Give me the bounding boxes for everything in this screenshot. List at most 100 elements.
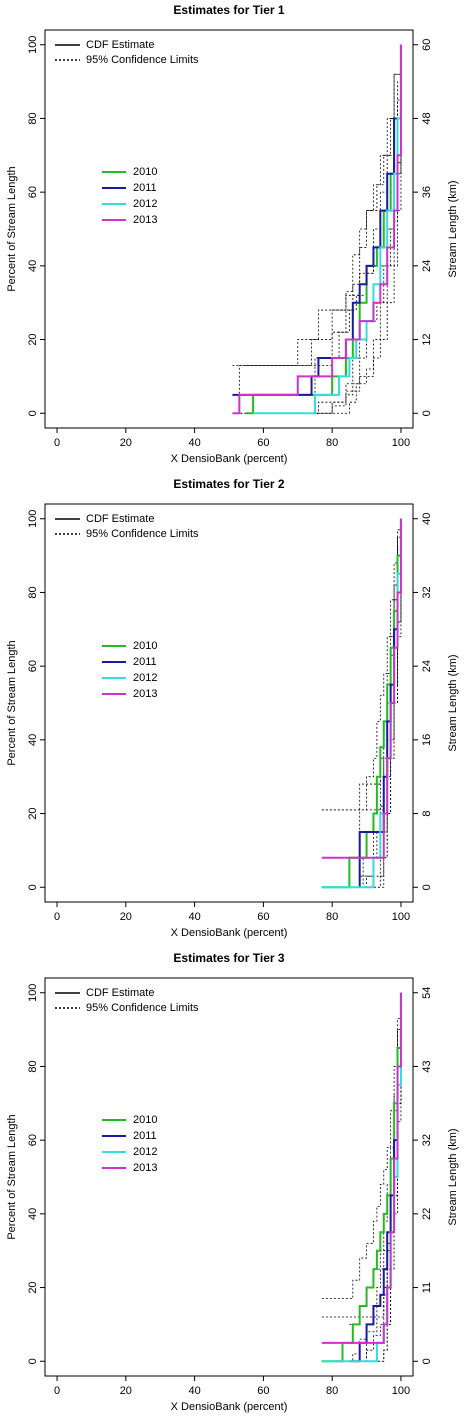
y-tick-label: 20 bbox=[27, 1281, 39, 1293]
legend-label: CDF Estimate bbox=[86, 39, 154, 51]
y2-tick-label: 48 bbox=[421, 112, 433, 124]
legend-label: 2010 bbox=[133, 640, 157, 652]
y2-axis-label: Stream Length (km) bbox=[447, 654, 459, 751]
y-tick-label: 60 bbox=[27, 1134, 39, 1146]
x-tick-label: 60 bbox=[257, 1385, 269, 1397]
y-tick-label: 40 bbox=[27, 734, 39, 746]
y-tick-label: 40 bbox=[27, 260, 39, 272]
y2-tick-label: 24 bbox=[421, 260, 433, 272]
y-tick-label: 0 bbox=[27, 1358, 39, 1364]
plot-frame bbox=[44, 977, 414, 1377]
y-axis-label: Percent of Stream Length bbox=[6, 640, 18, 765]
chart-title: Estimates for Tier 3 bbox=[173, 951, 284, 965]
y-tick-label: 0 bbox=[27, 884, 39, 890]
x-tick-label: 40 bbox=[188, 1385, 200, 1397]
x-tick-label: 20 bbox=[120, 437, 132, 449]
y-axis-label: Percent of Stream Length bbox=[6, 1114, 18, 1239]
y2-tick-label: 43 bbox=[421, 1060, 433, 1072]
legend-label: 2012 bbox=[133, 672, 157, 684]
cdf-line bbox=[349, 992, 402, 1363]
legend-label: 95% Confidence Limits bbox=[86, 528, 199, 540]
cdf-line bbox=[321, 518, 402, 889]
confidence-limit bbox=[321, 518, 402, 811]
x-axis-label: X DensioBank (percent) bbox=[171, 1401, 288, 1413]
cdf-line bbox=[321, 518, 402, 859]
legend-label: 2010 bbox=[133, 1114, 157, 1126]
confidence-limit bbox=[246, 44, 402, 414]
legend-label: 95% Confidence Limits bbox=[86, 54, 199, 66]
legend-label: 2010 bbox=[133, 166, 157, 178]
y-axis-label: Percent of Stream Length bbox=[6, 166, 18, 291]
y-tick-label: 60 bbox=[27, 660, 39, 672]
plot-frame bbox=[44, 503, 414, 903]
legend-label: 2012 bbox=[133, 198, 157, 210]
y-tick-label: 20 bbox=[27, 333, 39, 345]
legend-label: CDF Estimate bbox=[86, 513, 154, 525]
y2-tick-label: 32 bbox=[421, 1134, 433, 1146]
chart-title: Estimates for Tier 2 bbox=[173, 477, 284, 491]
y-tick-label: 20 bbox=[27, 807, 39, 819]
y-tick-label: 60 bbox=[27, 186, 39, 198]
y2-tick-label: 24 bbox=[421, 660, 433, 672]
y2-tick-label: 0 bbox=[421, 884, 433, 890]
y2-tick-label: 0 bbox=[421, 410, 433, 416]
chart-title: Estimates for Tier 1 bbox=[173, 3, 284, 17]
legend-label: 2013 bbox=[133, 214, 157, 226]
y-tick-label: 40 bbox=[27, 1208, 39, 1220]
confidence-limit bbox=[321, 518, 402, 811]
y-tick-label: 100 bbox=[27, 510, 39, 528]
x-tick-label: 80 bbox=[326, 437, 338, 449]
confidence-limit bbox=[253, 44, 402, 396]
y2-axis-label: Stream Length (km) bbox=[447, 1128, 459, 1225]
legend-label: 2011 bbox=[133, 182, 157, 194]
x-tick-label: 0 bbox=[54, 437, 60, 449]
x-tick-label: 0 bbox=[54, 911, 60, 923]
y2-tick-label: 40 bbox=[421, 513, 433, 525]
legend-label: 95% Confidence Limits bbox=[86, 1002, 199, 1014]
x-tick-label: 20 bbox=[120, 911, 132, 923]
cdf-line bbox=[232, 44, 402, 396]
legend-label: CDF Estimate bbox=[86, 987, 154, 999]
cdf-line bbox=[321, 992, 402, 1344]
x-axis-label: X DensioBank (percent) bbox=[171, 453, 288, 465]
legend-label: 2011 bbox=[133, 1130, 157, 1142]
legend-label: 2013 bbox=[133, 688, 157, 700]
confidence-limit bbox=[246, 44, 402, 366]
y2-tick-label: 36 bbox=[421, 186, 433, 198]
x-tick-label: 100 bbox=[392, 1385, 410, 1397]
x-tick-label: 80 bbox=[326, 911, 338, 923]
y2-tick-label: 16 bbox=[421, 734, 433, 746]
y-tick-label: 80 bbox=[27, 1060, 39, 1072]
confidence-limit bbox=[321, 992, 402, 1318]
x-tick-label: 40 bbox=[188, 911, 200, 923]
confidence-limit bbox=[321, 992, 402, 1300]
y2-tick-label: 12 bbox=[421, 333, 433, 345]
y2-tick-label: 32 bbox=[421, 586, 433, 598]
x-tick-label: 20 bbox=[120, 1385, 132, 1397]
legend-label: 2013 bbox=[133, 1162, 157, 1174]
y2-tick-label: 54 bbox=[421, 987, 433, 999]
confidence-limit bbox=[359, 518, 402, 888]
x-tick-label: 80 bbox=[326, 1385, 338, 1397]
confidence-limit bbox=[321, 992, 402, 1362]
confidence-limit bbox=[232, 44, 402, 414]
y-tick-label: 100 bbox=[27, 36, 39, 54]
confidence-limit bbox=[349, 992, 402, 1362]
x-axis-label: X DensioBank (percent) bbox=[171, 927, 288, 939]
y-tick-label: 0 bbox=[27, 410, 39, 416]
y2-tick-label: 0 bbox=[421, 1358, 433, 1364]
confidence-limit bbox=[232, 44, 402, 396]
y2-tick-label: 60 bbox=[421, 39, 433, 51]
cdf-line bbox=[321, 992, 402, 1363]
x-tick-label: 100 bbox=[392, 437, 410, 449]
y2-axis-label: Stream Length (km) bbox=[447, 180, 459, 277]
y-tick-label: 100 bbox=[27, 984, 39, 1002]
x-tick-label: 60 bbox=[257, 437, 269, 449]
y2-tick-label: 8 bbox=[421, 810, 433, 816]
x-tick-label: 60 bbox=[257, 911, 269, 923]
confidence-limit bbox=[359, 518, 402, 858]
x-tick-label: 0 bbox=[54, 1385, 60, 1397]
legend-label: 2011 bbox=[133, 656, 157, 668]
x-tick-label: 40 bbox=[188, 437, 200, 449]
